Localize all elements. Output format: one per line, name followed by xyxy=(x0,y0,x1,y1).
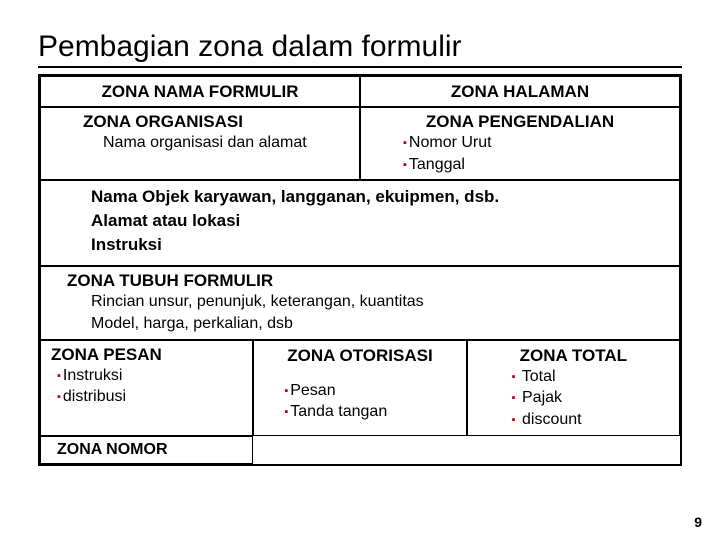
row-objek: Nama Objek karyawan, langganan, ekuipmen… xyxy=(40,180,680,266)
tubuh-line1: Rincian unsur, penunjuk, keterangan, kua… xyxy=(91,291,673,313)
zona-halaman: ZONA HALAMAN xyxy=(360,76,680,107)
zona-nama-formulir: ZONA NAMA FORMULIR xyxy=(40,76,360,107)
objek-line3: Instruksi xyxy=(91,233,673,257)
zona-pengendalian-head: ZONA PENGENDALIAN xyxy=(367,112,673,132)
zona-total: ZONA TOTAL Total Pajak discount xyxy=(467,340,680,436)
row-header: ZONA NAMA FORMULIR ZONA HALAMAN xyxy=(40,76,680,107)
row-org-pengendalian: ZONA ORGANISASI Nama organisasi dan alam… xyxy=(40,107,680,180)
objek-line2: Alamat atau lokasi xyxy=(91,209,673,233)
otorisasi-tanda-tangan: Tanda tangan xyxy=(284,401,459,423)
page-number: 9 xyxy=(694,514,702,530)
zona-otorisasi-head: ZONA OTORISASI xyxy=(260,345,459,366)
zona-pengendalian: ZONA PENGENDALIAN Nomor Urut Tanggal xyxy=(360,107,680,180)
zona-objek: Nama Objek karyawan, langganan, ekuipmen… xyxy=(40,180,680,266)
zona-nomor: ZONA NOMOR xyxy=(40,436,253,464)
total-discount: discount xyxy=(512,409,673,431)
row-tubuh: ZONA TUBUH FORMULIR Rincian unsur, penun… xyxy=(40,266,680,339)
pesan-distribusi: distribusi xyxy=(57,386,246,408)
zona-pesan-head: ZONA PESAN xyxy=(47,345,246,365)
zona-organisasi-sub: Nama organisasi dan alamat xyxy=(47,132,353,154)
zona-total-head: ZONA TOTAL xyxy=(474,345,673,366)
zona-tubuh-formulir: ZONA TUBUH FORMULIR Rincian unsur, penun… xyxy=(40,266,680,339)
otorisasi-pesan: Pesan xyxy=(284,380,459,402)
pesan-instruksi: Instruksi xyxy=(57,365,246,387)
objek-line1: Nama Objek karyawan, langganan, ekuipmen… xyxy=(91,185,673,209)
pengendalian-tanggal: Tanggal xyxy=(403,154,673,176)
tubuh-line2: Model, harga, perkalian, dsb xyxy=(91,313,673,335)
total-pajak: Pajak xyxy=(512,387,673,409)
zona-otorisasi: ZONA OTORISASI Pesan Tanda tangan xyxy=(253,340,466,436)
row-bottom: ZONA PESAN Instruksi distribusi ZONA OTO… xyxy=(40,340,680,436)
page-title: Pembagian zona dalam formulir xyxy=(38,30,682,68)
row-nomor: ZONA NOMOR xyxy=(40,436,253,464)
zona-organisasi-head: ZONA ORGANISASI xyxy=(47,112,353,132)
total-total: Total xyxy=(512,366,673,388)
zona-pesan: ZONA PESAN Instruksi distribusi xyxy=(40,340,253,436)
pengendalian-nomor-urut: Nomor Urut xyxy=(403,132,673,154)
form-zone-diagram: ZONA NAMA FORMULIR ZONA HALAMAN ZONA ORG… xyxy=(38,74,682,466)
zona-tubuh-head: ZONA TUBUH FORMULIR xyxy=(47,271,673,291)
zona-organisasi: ZONA ORGANISASI Nama organisasi dan alam… xyxy=(40,107,360,180)
